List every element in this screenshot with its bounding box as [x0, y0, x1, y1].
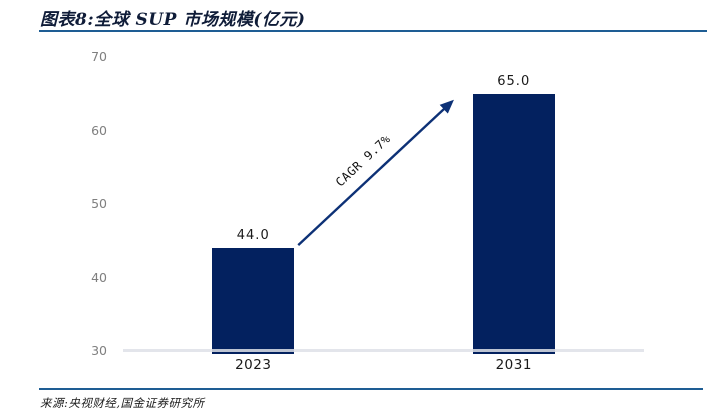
- y-tick-label: 40: [91, 269, 107, 285]
- y-tick-label: 60: [91, 122, 107, 138]
- value-label-2023: 44.0: [236, 228, 270, 244]
- x-axis-line: [123, 349, 644, 352]
- source-note: 来源:央视财经,国金证券研究所: [40, 396, 205, 410]
- bar-2031: [472, 93, 555, 354]
- y-tick-label: 30: [91, 343, 107, 358]
- bar-2023: [212, 248, 295, 354]
- arrow-line: [297, 99, 454, 246]
- figure-title: 图表8:全球 SUP 市场规模(亿元): [40, 10, 306, 30]
- top-rule: [39, 30, 707, 32]
- x-tick-label-2023: 2023: [235, 357, 272, 373]
- y-tick-label: 70: [91, 49, 107, 64]
- x-tick-label-2031: 2031: [495, 357, 532, 373]
- value-label-2031: 65.0: [497, 73, 531, 89]
- y-tick-label: 50: [91, 196, 107, 211]
- cagr-label: CAGR 9.7%: [333, 132, 394, 190]
- bottom-rule: [39, 388, 703, 390]
